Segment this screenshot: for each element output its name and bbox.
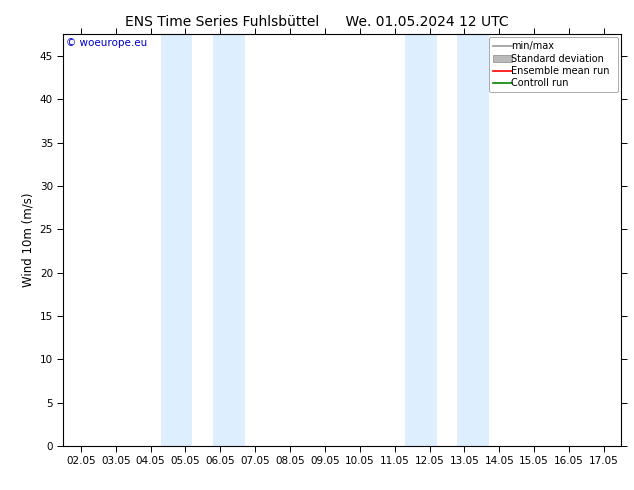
Legend: min/max, Standard deviation, Ensemble mean run, Controll run: min/max, Standard deviation, Ensemble me…: [489, 37, 618, 92]
Bar: [161, 34, 193, 446]
Y-axis label: Wind 10m (m/s): Wind 10m (m/s): [21, 193, 34, 287]
Text: ENS Time Series Fuhlsbüttel      We. 01.05.2024 12 UTC: ENS Time Series Fuhlsbüttel We. 01.05.20…: [125, 15, 509, 29]
Text: © woeurope.eu: © woeurope.eu: [66, 38, 148, 49]
Bar: [458, 34, 489, 446]
Bar: [405, 34, 436, 446]
Bar: [213, 34, 245, 446]
